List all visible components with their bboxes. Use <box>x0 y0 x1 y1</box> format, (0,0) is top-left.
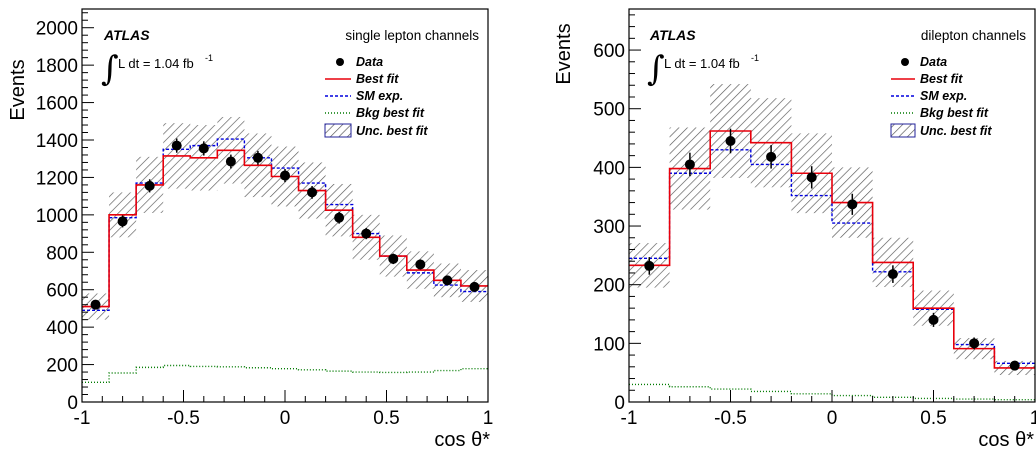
legend-bestfit-label: Best fit <box>920 72 963 86</box>
x-tick-label: 1 <box>1030 408 1036 429</box>
data-point <box>469 282 479 292</box>
x-tick-label: -1 <box>74 408 91 429</box>
x-tick-label: 0.5 <box>373 408 399 429</box>
x-tick-label: -1 <box>621 408 638 429</box>
data-point <box>1010 361 1020 371</box>
y-tick-label: 100 <box>593 334 625 355</box>
legend-unc-box <box>325 124 351 137</box>
data-point <box>685 159 695 169</box>
y-tick-label: 400 <box>46 318 78 339</box>
data-point <box>172 141 182 151</box>
lumi-label: L dt = 1.04 fb <box>664 56 740 71</box>
data-point <box>969 338 979 348</box>
x-tick-label: 0 <box>280 408 291 429</box>
y-axis-title: Events <box>553 23 575 84</box>
panel-single-lepton: 0 200 400 600 800 1000 1200 1400 1600 1800 2000 -1 -… <box>7 9 493 451</box>
lumi-exponent: -1 <box>205 53 213 63</box>
y-tick-label: 400 <box>593 158 625 179</box>
legend-unc-label: Unc. best fit <box>920 124 992 138</box>
x-axis-title: cos θ* <box>978 429 1034 451</box>
legend: Data Best fit SM exp. Bkg best fit Unc. … <box>891 55 992 138</box>
data-point <box>226 157 236 167</box>
data-point <box>766 152 776 162</box>
lumi-label: L dt = 1.04 fb <box>118 56 194 71</box>
y-tick-label: 500 <box>593 100 625 121</box>
data-point <box>929 315 939 325</box>
y-tick-label: 300 <box>593 217 625 238</box>
legend: Data Best fit SM exp. Bkg best fit Unc. … <box>325 55 428 138</box>
data-point <box>644 261 654 271</box>
data-point <box>199 143 209 153</box>
data-point <box>442 275 452 285</box>
y-tick-label: 200 <box>46 356 78 377</box>
y-tick-label: 1000 <box>36 206 78 227</box>
x-tick-label: 0 <box>827 408 838 429</box>
x-tick-label: -0.5 <box>714 408 747 429</box>
data-point <box>361 229 371 239</box>
y-tick-label: 200 <box>593 276 625 297</box>
legend-data-marker <box>901 58 909 66</box>
data-point <box>888 269 898 279</box>
legend-sm-label: SM exp. <box>920 89 967 103</box>
data-point <box>807 172 817 182</box>
integral-sign: ∫ <box>101 49 119 89</box>
y-tick-label: 1400 <box>36 131 78 152</box>
y-tick-label: 1200 <box>36 168 78 189</box>
x-axis-title: cos θ* <box>434 429 490 451</box>
data-point <box>253 153 263 163</box>
legend-unc-box <box>891 124 915 137</box>
data-point <box>280 171 290 181</box>
channel-label: dilepton channels <box>921 28 1026 43</box>
legend-bkg-label: Bkg best fit <box>920 106 989 120</box>
uncertainty-band-group <box>82 117 488 320</box>
y-tick-label: 600 <box>593 41 625 62</box>
legend-sm-label: SM exp. <box>356 89 403 103</box>
data-point <box>415 259 425 269</box>
legend-data-label: Data <box>920 55 947 69</box>
x-tick-label: 1 <box>483 408 494 429</box>
data-point <box>307 187 317 197</box>
x-tick-label: -0.5 <box>167 408 200 429</box>
data-point <box>334 213 344 223</box>
atlas-label: ATLAS <box>103 27 150 43</box>
bkg-best-fit-line <box>82 366 488 383</box>
y-tick-label: 800 <box>46 243 78 264</box>
data-point <box>145 181 155 191</box>
y-tick-label: 1600 <box>36 94 78 115</box>
x-tick-label: 0.5 <box>920 408 946 429</box>
data-point <box>726 136 736 146</box>
integral-sign: ∫ <box>647 49 665 89</box>
y-tick-label: 600 <box>46 281 78 302</box>
data-point <box>118 216 128 226</box>
legend-bkg-label: Bkg best fit <box>356 106 425 120</box>
data-point <box>847 199 857 209</box>
legend-data-label: Data <box>356 55 383 69</box>
channel-label: single lepton channels <box>345 28 479 43</box>
legend-unc-label: Unc. best fit <box>356 124 428 138</box>
lumi-exponent: -1 <box>751 53 759 63</box>
data-point <box>91 300 101 310</box>
data-point <box>388 254 398 264</box>
y-tick-label: 2000 <box>36 19 78 40</box>
legend-bestfit-label: Best fit <box>356 72 399 86</box>
y-axis-title: Events <box>7 59 29 120</box>
atlas-label: ATLAS <box>649 27 696 43</box>
legend-data-marker <box>336 58 344 66</box>
y-tick-label: 1800 <box>36 56 78 77</box>
